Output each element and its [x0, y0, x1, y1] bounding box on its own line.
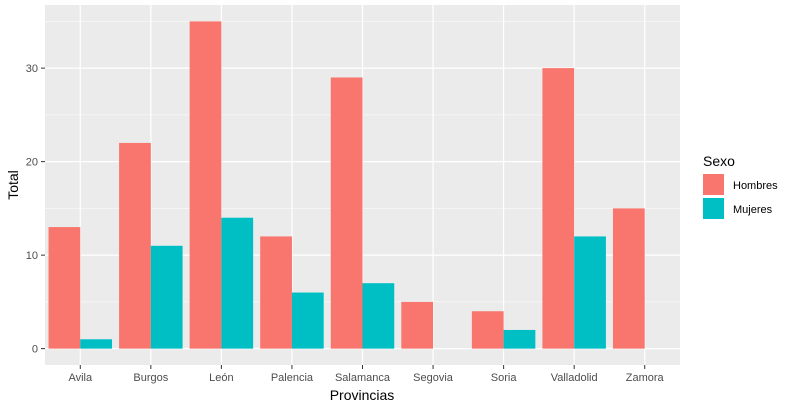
bar-mujeres-7: [574, 236, 606, 349]
x-tick-label: Valladolid: [551, 372, 598, 384]
bar-hombres-0: [48, 227, 81, 349]
x-tick-label: Burgos: [133, 372, 168, 384]
bars: [48, 21, 645, 349]
legend-key-hombres: [703, 174, 724, 195]
bar-mujeres-4: [362, 283, 395, 349]
legend-title: Sexo: [703, 153, 735, 169]
x-tick-label: Salamanca: [335, 372, 391, 384]
bar-mujeres-0: [80, 339, 113, 349]
bar-hombres-6: [471, 311, 504, 349]
x-tick-label: Segovia: [413, 372, 454, 384]
x-tick-label: Soria: [491, 372, 518, 384]
bar-hombres-1: [119, 142, 151, 349]
bar-mujeres-3: [291, 292, 324, 349]
y-axis-title: Total: [5, 170, 21, 200]
legend-key-mujeres: [703, 198, 724, 219]
bar-hombres-2: [189, 21, 222, 349]
bar-hombres-4: [330, 77, 363, 349]
y-tick-label: 10: [26, 250, 38, 262]
bar-hombres-5: [401, 301, 434, 349]
x-tick-label: Zamora: [626, 372, 665, 384]
bar-hombres-7: [542, 68, 575, 349]
legend-label-mujeres: Mujeres: [733, 204, 773, 216]
y-axis: 0 10 20 30: [26, 63, 45, 356]
bar-hombres-8: [612, 208, 645, 349]
bar-mujeres-6: [503, 329, 536, 349]
bar-mujeres-1: [150, 245, 183, 349]
bar-hombres-3: [260, 236, 292, 349]
x-axis: Avila Burgos León Palencia Salamanca Segovia S…: [68, 365, 665, 384]
y-tick-label: 30: [26, 63, 38, 75]
bar-mujeres-2: [221, 217, 254, 349]
x-tick-label: León: [209, 372, 233, 384]
x-axis-title: Provincias: [330, 387, 395, 403]
y-tick-label: 0: [32, 344, 38, 356]
legend-label-hombres: Hombres: [733, 180, 778, 192]
x-tick-label: Palencia: [271, 372, 314, 384]
legend: Sexo Hombres Mujeres: [703, 153, 778, 219]
x-tick-label: Avila: [68, 372, 93, 384]
y-tick-label: 20: [26, 157, 38, 169]
